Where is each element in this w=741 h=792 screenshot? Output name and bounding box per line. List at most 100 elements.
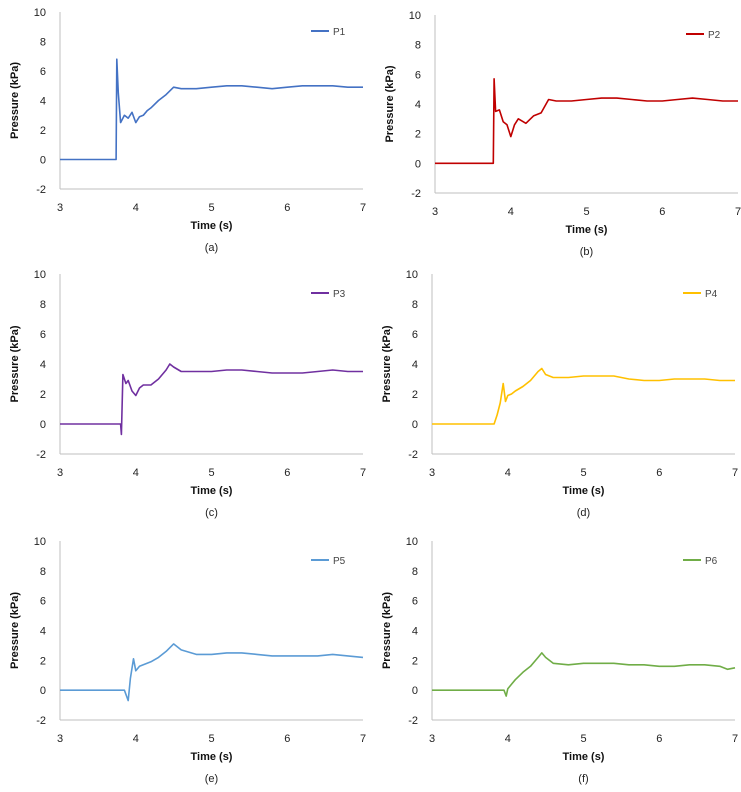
y-tick-label: 8 — [40, 566, 46, 578]
series-line-p6 — [432, 652, 736, 697]
y-tick-label: 6 — [40, 596, 46, 608]
x-tick-label: 4 — [133, 467, 139, 479]
legend-label: P4 — [705, 289, 718, 300]
legend-label: P5 — [333, 556, 346, 567]
panel-caption: (b) — [580, 246, 593, 258]
y-tick-label: 4 — [40, 626, 46, 638]
x-axis-title: Time (s) — [191, 485, 233, 497]
y-tick-label: 2 — [415, 129, 421, 141]
x-axis-title: Time (s) — [563, 751, 605, 763]
y-tick-label: 2 — [40, 655, 46, 667]
x-tick-label: 4 — [505, 467, 511, 479]
x-tick-label: 6 — [656, 733, 662, 745]
y-tick-label: -2 — [36, 715, 46, 727]
x-tick-label: 7 — [735, 206, 741, 218]
y-tick-label: 2 — [40, 125, 46, 137]
y-axis-title: Pressure (kPa) — [384, 65, 396, 142]
panel-caption: (e) — [205, 773, 218, 785]
legend-label: P6 — [705, 556, 718, 567]
chart-panel: -2 0 2 4 6 8 10 3 4 5 6 7 Time (s) Pressure (kPa) (a) P… — [9, 7, 366, 254]
y-tick-label: 0 — [40, 685, 46, 697]
legend-label: P1 — [333, 27, 346, 38]
y-tick-label: 6 — [412, 596, 418, 608]
panel-caption: (a) — [205, 242, 218, 254]
y-axis-title: Pressure (kPa) — [9, 62, 21, 139]
y-axis-title: Pressure (kPa) — [9, 592, 21, 669]
chart-panel: -2 0 2 4 6 8 10 3 4 5 6 7 Time (s) Pressure (kPa) (c) P… — [9, 269, 366, 519]
x-tick-label: 5 — [208, 202, 214, 214]
x-tick-label: 5 — [580, 467, 586, 479]
x-axis-title: Time (s) — [191, 751, 233, 763]
y-tick-label: 4 — [415, 99, 421, 111]
x-tick-label: 5 — [208, 733, 214, 745]
x-tick-label: 6 — [284, 202, 290, 214]
x-tick-label: 3 — [429, 733, 435, 745]
series-line-p4 — [432, 367, 735, 425]
x-tick-label: 5 — [208, 467, 214, 479]
y-tick-label: 2 — [40, 389, 46, 401]
chart-panel: -2 0 2 4 6 8 10 3 4 5 6 7 Time (s) Pressure (kPa) (e) P… — [9, 536, 366, 785]
x-tick-label: 6 — [284, 733, 290, 745]
x-tick-label: 3 — [432, 206, 438, 218]
y-tick-label: -2 — [408, 715, 418, 727]
y-tick-label: 0 — [40, 155, 46, 167]
y-tick-label: -2 — [411, 188, 421, 200]
x-tick-label: 6 — [659, 206, 665, 218]
y-tick-label: 4 — [40, 359, 46, 371]
x-tick-label: 4 — [133, 202, 139, 214]
y-tick-label: 4 — [40, 96, 46, 108]
legend-label: P2 — [708, 30, 721, 41]
y-tick-label: 10 — [34, 269, 46, 281]
x-tick-label: 7 — [732, 467, 738, 479]
x-tick-label: 3 — [57, 202, 63, 214]
x-tick-label: 7 — [360, 202, 366, 214]
y-tick-label: 8 — [415, 40, 421, 52]
x-tick-label: 5 — [583, 206, 589, 218]
x-tick-label: 7 — [732, 733, 738, 745]
y-tick-label: 6 — [40, 329, 46, 341]
chart-panel: -2 0 2 4 6 8 10 3 4 5 6 7 Time (s) Pressure (kPa) (b) P… — [384, 10, 741, 258]
y-tick-label: 0 — [40, 419, 46, 431]
x-tick-label: 6 — [284, 467, 290, 479]
series-line-p2 — [435, 78, 738, 165]
y-tick-label: -2 — [408, 449, 418, 461]
panel-caption: (d) — [577, 507, 590, 519]
y-tick-label: 10 — [406, 269, 418, 281]
legend-label: P3 — [333, 289, 346, 300]
panel-caption: (c) — [205, 507, 218, 519]
x-tick-label: 7 — [360, 733, 366, 745]
y-tick-label: 0 — [412, 419, 418, 431]
series-line-p5 — [60, 643, 364, 702]
y-axis-title: Pressure (kPa) — [381, 325, 393, 402]
series-line-p1 — [60, 58, 363, 161]
y-axis-title: Pressure (kPa) — [381, 592, 393, 669]
x-tick-label: 4 — [505, 733, 511, 745]
y-tick-label: 2 — [412, 389, 418, 401]
x-tick-label: 4 — [133, 733, 139, 745]
y-tick-label: 4 — [412, 626, 418, 638]
chart-panel: -2 0 2 4 6 8 10 3 4 5 6 7 Time (s) Pressure (kPa) (f) P… — [381, 536, 738, 785]
y-tick-label: -2 — [36, 449, 46, 461]
y-tick-label: 2 — [412, 655, 418, 667]
x-tick-label: 4 — [508, 206, 514, 218]
x-axis-title: Time (s) — [566, 224, 608, 236]
y-tick-label: 8 — [412, 566, 418, 578]
y-tick-label: 0 — [415, 158, 421, 170]
y-tick-label: 4 — [412, 359, 418, 371]
y-tick-label: 8 — [412, 299, 418, 311]
y-tick-label: 6 — [412, 329, 418, 341]
y-tick-label: 10 — [409, 10, 421, 22]
y-tick-label: 10 — [34, 536, 46, 548]
y-tick-label: 6 — [415, 69, 421, 81]
y-tick-label: 0 — [412, 685, 418, 697]
y-tick-label: 8 — [40, 299, 46, 311]
x-tick-label: 5 — [580, 733, 586, 745]
y-axis-title: Pressure (kPa) — [9, 325, 21, 402]
x-tick-label: 3 — [57, 467, 63, 479]
y-tick-label: -2 — [36, 184, 46, 196]
y-tick-label: 10 — [406, 536, 418, 548]
x-axis-title: Time (s) — [563, 485, 605, 497]
x-axis-title: Time (s) — [191, 220, 233, 232]
y-tick-label: 10 — [34, 7, 46, 19]
